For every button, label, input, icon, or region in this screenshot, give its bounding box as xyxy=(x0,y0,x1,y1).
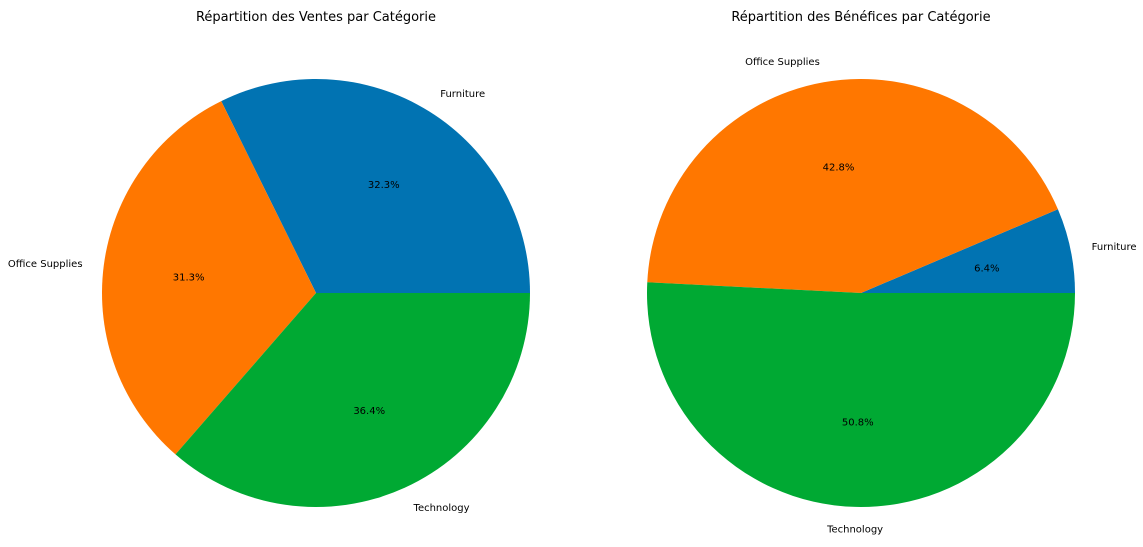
profit-slice-office-supplies xyxy=(647,79,1058,293)
sales-label-furniture: Furniture xyxy=(440,89,485,100)
profit-label-office-supplies: Office Supplies xyxy=(745,57,820,68)
sales-pct-office-supplies: 31.3% xyxy=(173,273,205,284)
sales-label-technology: Technology xyxy=(413,503,470,514)
profit-label-technology: Technology xyxy=(826,524,883,535)
sales-pie-chart: Répartition des Ventes par Catégorie Fur… xyxy=(8,10,530,514)
profit-slice-technology xyxy=(647,282,1075,507)
profit-pct-office-supplies: 42.8% xyxy=(823,163,855,174)
sales-pct-technology: 36.4% xyxy=(353,406,385,417)
profit-pie-title: Répartition des Bénéfices par Catégorie xyxy=(731,10,990,25)
sales-slice-technology xyxy=(175,293,530,507)
profit-pct-furniture: 6.4% xyxy=(974,263,999,274)
sales-pie-title: Répartition des Ventes par Catégorie xyxy=(196,10,436,25)
sales-slice-office-supplies xyxy=(101,101,316,455)
profit-pie-chart: Répartition des Bénéfices par Catégorie … xyxy=(647,10,1137,535)
sales-pct-furniture: 32.3% xyxy=(368,180,400,191)
sales-label-office-supplies: Office Supplies xyxy=(8,259,83,270)
profit-label-furniture: Furniture xyxy=(1092,242,1137,253)
profit-pct-technology: 50.8% xyxy=(842,417,874,428)
sales-slice-furniture xyxy=(221,79,530,293)
profit-slice-furniture xyxy=(861,209,1076,293)
